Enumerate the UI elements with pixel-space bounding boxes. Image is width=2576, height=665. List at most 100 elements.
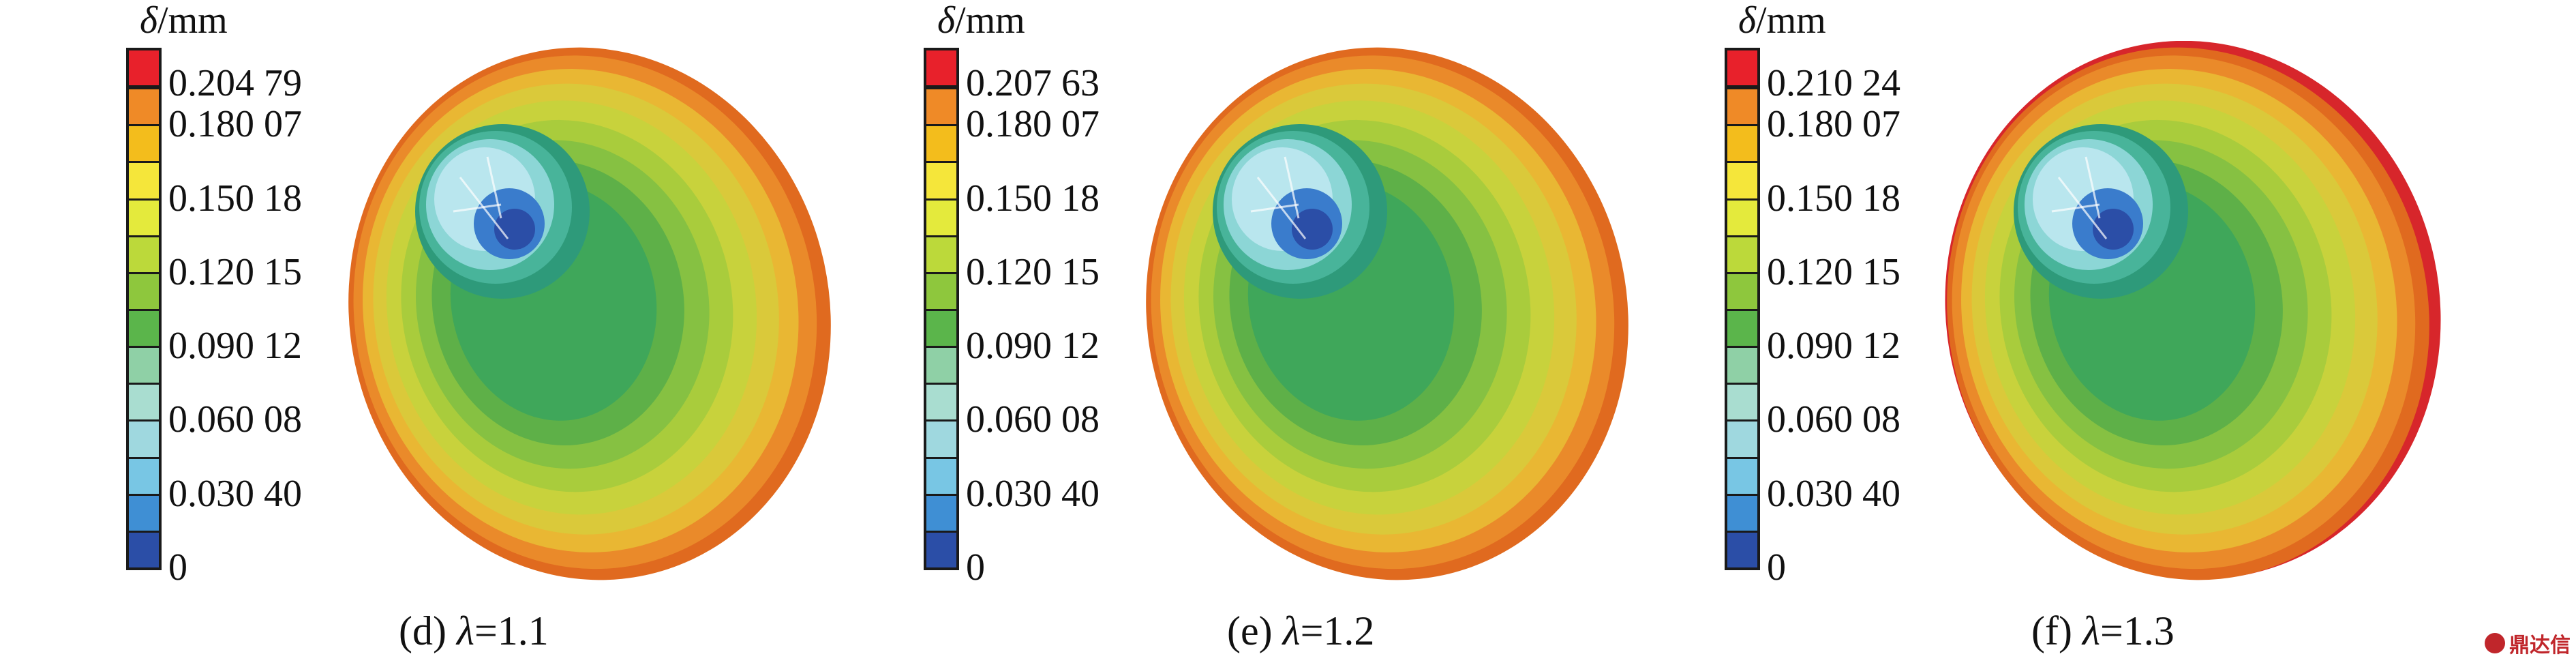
tick-label: 0 — [1767, 546, 1786, 589]
panel-f: δ/mm 0.210 24 0.180 07 0.150 18 0.120 15 0.0… — [1725, 0, 2529, 665]
colorbar — [924, 48, 959, 570]
caption-prefix: (f) — [2031, 608, 2082, 653]
unit-symbol: δ — [1738, 0, 1757, 42]
colorbar-segment — [129, 310, 159, 349]
watermark-text: 鼎达信 — [2509, 634, 2571, 657]
tick-label: 0.150 18 — [168, 177, 302, 220]
tick-label: 0.120 15 — [966, 250, 1100, 293]
colorbar-segment — [1727, 348, 1757, 385]
tick-label: 0.150 18 — [1767, 177, 1900, 220]
unit-symbol: δ — [937, 0, 956, 42]
hub-center — [1292, 209, 1333, 250]
unit-label: δ/mm — [1738, 0, 1826, 41]
colorbar-segment — [1727, 163, 1757, 201]
colorbar-segment — [926, 348, 956, 385]
unit-label: δ/mm — [140, 0, 228, 41]
panel-e: δ/mm 0.207 63 0.180 07 0.150 18 0.120 15 0.0… — [924, 0, 1728, 665]
tick-label: 0.210 24 — [1767, 62, 1900, 104]
colorbar-segment — [926, 89, 956, 127]
colorbar-segment — [926, 163, 956, 201]
blade-line — [2085, 156, 2101, 219]
colorbar-segment — [926, 310, 956, 349]
colorbar-segment — [129, 163, 159, 201]
tick-label: 0.030 40 — [168, 472, 302, 515]
tick-label: 0.180 07 — [168, 103, 302, 146]
colorbar-segment — [1727, 200, 1757, 237]
colorbar — [1725, 48, 1760, 570]
hub-center — [494, 209, 535, 250]
tick-label: 0.060 08 — [168, 398, 302, 441]
blade-line — [1284, 156, 1300, 219]
tick-label: 0.030 40 — [966, 472, 1100, 515]
caption-symbol: λ — [456, 608, 474, 653]
panel-caption: (d) λ=1.1 — [399, 607, 549, 655]
colorbar-segment — [129, 89, 159, 127]
tick-label: 0.120 15 — [168, 250, 302, 293]
unit-text: /mm — [157, 0, 228, 42]
logo-icon — [2485, 633, 2505, 653]
tick-label: 0 — [966, 546, 985, 589]
tick-label: 0.090 12 — [966, 325, 1100, 368]
colorbar-segment — [1727, 385, 1757, 422]
tick-label: 0.180 07 — [1767, 103, 1900, 146]
tick-label: 0.150 18 — [966, 177, 1100, 220]
colorbar-segment — [129, 385, 159, 422]
panel-caption: (e) λ=1.2 — [1227, 607, 1374, 655]
colorbar-segment — [926, 200, 956, 237]
caption-prefix: (d) — [399, 608, 457, 653]
colorbar-segment — [926, 237, 956, 274]
colorbar-segment — [129, 274, 159, 311]
tick-label: 0.060 08 — [1767, 398, 1900, 441]
caption-symbol: λ — [2082, 608, 2100, 653]
caption-symbol: λ — [1282, 608, 1301, 653]
tick-label: 0.090 12 — [1767, 325, 1900, 368]
caption-value: =1.1 — [474, 608, 549, 653]
colorbar-segment — [129, 458, 159, 496]
colorbar — [126, 48, 162, 570]
colorbar-segment — [1727, 422, 1757, 459]
unit-symbol: δ — [140, 0, 158, 42]
colorbar-segment — [1727, 310, 1757, 349]
deformation-model — [348, 47, 831, 580]
colorbar-segment — [1727, 532, 1757, 567]
blade-line — [486, 156, 502, 219]
unit-label: δ/mm — [937, 0, 1025, 41]
colorbar-segment — [1727, 89, 1757, 127]
tick-label: 0.204 79 — [168, 62, 302, 104]
panel-d: δ/mm 0.204 79 0.180 07 0.150 18 0.120 15 0.0… — [126, 0, 930, 665]
colorbar-segment — [926, 495, 956, 533]
panel-caption: (f) λ=1.3 — [2031, 607, 2175, 655]
colorbar-segment — [129, 495, 159, 533]
colorbar-segment — [129, 200, 159, 237]
blade-line — [2051, 203, 2100, 213]
colorbar-segment — [926, 274, 956, 311]
deformation-model — [1146, 47, 1628, 580]
tick-label: 0.207 63 — [966, 62, 1100, 104]
colorbar-segment — [129, 348, 159, 385]
colorbar-segment — [926, 126, 956, 164]
colorbar-segment — [1727, 495, 1757, 533]
caption-value: =1.2 — [1300, 608, 1375, 653]
blade-line — [1250, 203, 1299, 213]
colorbar-segment — [129, 532, 159, 567]
tick-label: 0.060 08 — [966, 398, 1100, 441]
colorbar-segment — [926, 50, 956, 90]
blade-line — [453, 203, 502, 213]
caption-prefix: (e) — [1227, 608, 1283, 653]
colorbar-segment — [1727, 50, 1757, 90]
colorbar-segment — [1727, 274, 1757, 311]
colorbar-segment — [926, 532, 956, 567]
colorbar-segment — [1727, 237, 1757, 274]
colorbar-segment — [1727, 458, 1757, 496]
colorbar-segment — [926, 385, 956, 422]
colorbar-segment — [129, 126, 159, 164]
colorbar-segment — [129, 237, 159, 274]
colorbar-segment — [926, 458, 956, 496]
unit-text: /mm — [955, 0, 1025, 42]
watermark: 鼎达信 — [2485, 628, 2571, 658]
deformation-model — [1945, 41, 2441, 580]
tick-label: 0.030 40 — [1767, 472, 1900, 515]
unit-text: /mm — [1756, 0, 1826, 42]
tick-label: 0.180 07 — [966, 103, 1100, 146]
hub-center — [2093, 209, 2134, 250]
